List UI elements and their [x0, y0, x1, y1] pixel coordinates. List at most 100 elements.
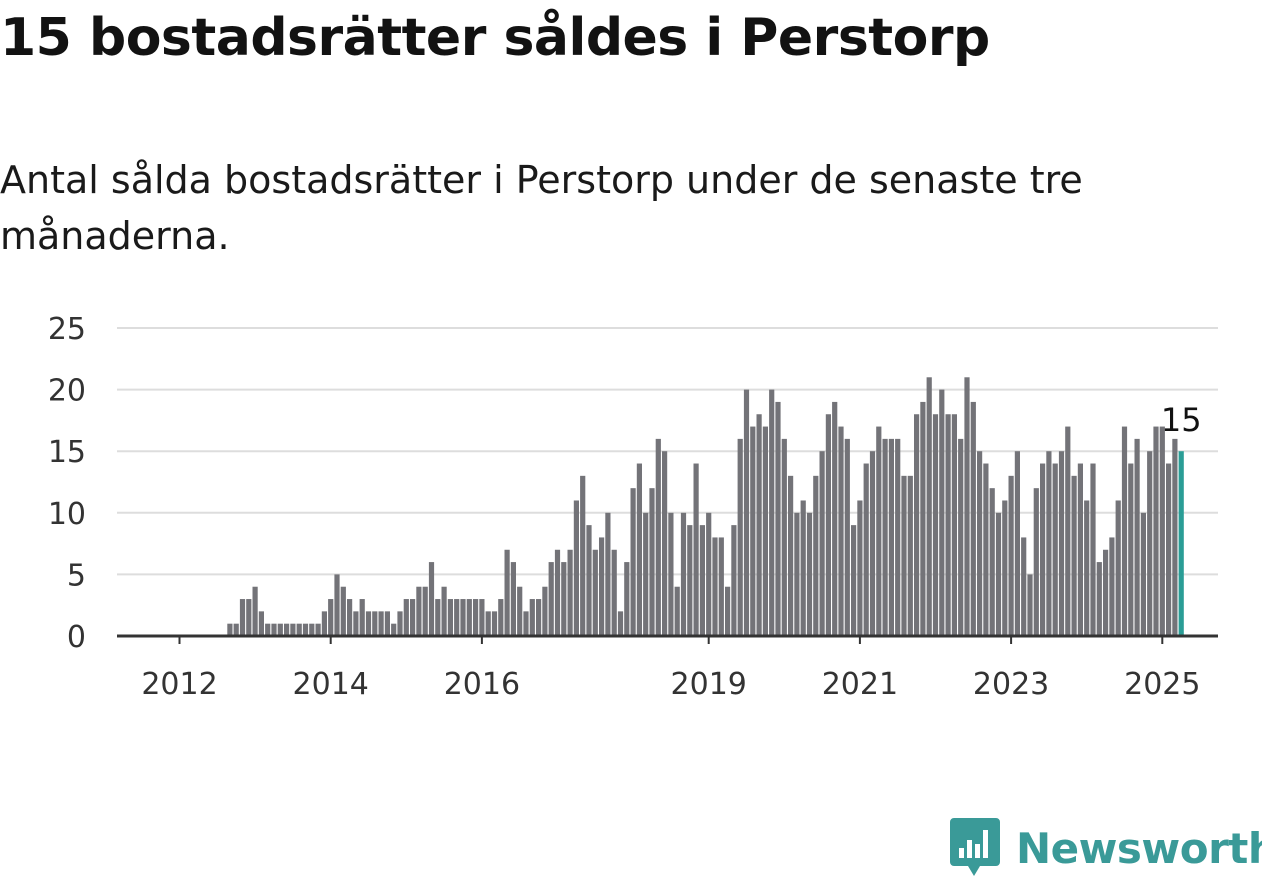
bar	[504, 549, 510, 636]
bar	[435, 599, 441, 636]
bar	[277, 623, 283, 636]
y-tick-label: 5	[67, 558, 86, 593]
bar	[1021, 537, 1027, 636]
bar	[397, 611, 403, 636]
y-tick-label: 25	[48, 312, 86, 347]
bar	[995, 512, 1002, 636]
bar	[649, 488, 655, 636]
bar	[529, 599, 535, 636]
bar	[1096, 562, 1102, 636]
chart-title: 15 bostadsrätter såldes i Perstorp	[0, 8, 990, 68]
bar	[410, 599, 416, 636]
bar	[347, 599, 353, 636]
bar	[378, 611, 384, 636]
bar	[907, 475, 913, 636]
bar	[517, 586, 523, 636]
bar	[353, 611, 359, 636]
bar	[466, 599, 472, 636]
bar	[384, 611, 390, 636]
bar	[290, 623, 296, 636]
bar	[857, 500, 863, 636]
bar	[1058, 451, 1065, 636]
bar	[479, 599, 485, 636]
bar	[554, 549, 561, 636]
bar	[491, 611, 498, 636]
bar	[510, 562, 516, 636]
bar	[365, 611, 372, 636]
bar	[983, 463, 989, 636]
bar	[945, 414, 951, 636]
bar	[1115, 500, 1121, 636]
bar	[1147, 451, 1153, 636]
bar	[460, 599, 466, 636]
y-tick-label: 10	[48, 497, 86, 532]
bar	[611, 549, 617, 636]
bar	[1153, 426, 1159, 636]
bar	[624, 562, 630, 636]
x-tick-label: 2019	[671, 667, 747, 702]
bar	[1159, 426, 1165, 636]
bar	[769, 389, 775, 636]
bar	[422, 586, 428, 636]
highlight-data-label: 15	[1161, 401, 1202, 439]
bar	[1046, 451, 1052, 636]
bar	[832, 401, 838, 636]
bar	[718, 537, 724, 636]
bar	[825, 414, 831, 636]
bar	[914, 414, 920, 636]
bar	[1140, 512, 1146, 636]
x-tick-label: 2012	[141, 667, 217, 702]
y-tick-label: 15	[48, 435, 86, 470]
bar	[334, 574, 340, 636]
bar	[536, 599, 542, 636]
bar	[712, 537, 718, 636]
bar	[630, 488, 636, 636]
bar	[844, 438, 850, 636]
bar	[605, 512, 611, 636]
bar	[391, 623, 397, 636]
bar	[542, 586, 548, 636]
bar	[977, 451, 983, 636]
bar	[788, 475, 794, 636]
bar	[895, 438, 901, 636]
bar	[687, 525, 693, 636]
x-tick-label: 2023	[973, 667, 1049, 702]
bar	[775, 401, 781, 636]
bar	[643, 512, 649, 636]
bar	[1084, 500, 1090, 636]
bar	[309, 623, 315, 636]
bar	[548, 562, 554, 636]
bar	[655, 438, 661, 636]
bar	[1002, 500, 1008, 636]
bar	[989, 488, 995, 636]
bar	[372, 611, 378, 636]
bar	[1052, 463, 1058, 636]
bar	[454, 599, 460, 636]
bar	[668, 512, 674, 636]
bar	[762, 426, 768, 636]
bar	[1040, 463, 1046, 636]
chart-subtitle: Antal sålda bostadsrätter i Perstorp und…	[0, 158, 1083, 258]
bar	[428, 562, 435, 636]
bar	[586, 525, 592, 636]
bar	[1008, 475, 1014, 636]
bar	[498, 599, 504, 636]
bar	[284, 623, 290, 636]
bar	[265, 623, 271, 636]
bar	[794, 512, 800, 636]
bar	[869, 451, 876, 636]
bar	[674, 586, 680, 636]
bar	[473, 599, 479, 636]
bar	[699, 525, 705, 636]
bar	[592, 549, 598, 636]
brand-logo: Newsworthy	[950, 818, 1262, 878]
bar	[819, 451, 825, 636]
bar	[1166, 463, 1172, 636]
bar	[970, 401, 976, 636]
bar	[1134, 438, 1140, 636]
bar	[416, 586, 422, 636]
x-tick-label: 2025	[1124, 667, 1200, 702]
bar	[888, 438, 894, 636]
bar	[1027, 574, 1033, 636]
